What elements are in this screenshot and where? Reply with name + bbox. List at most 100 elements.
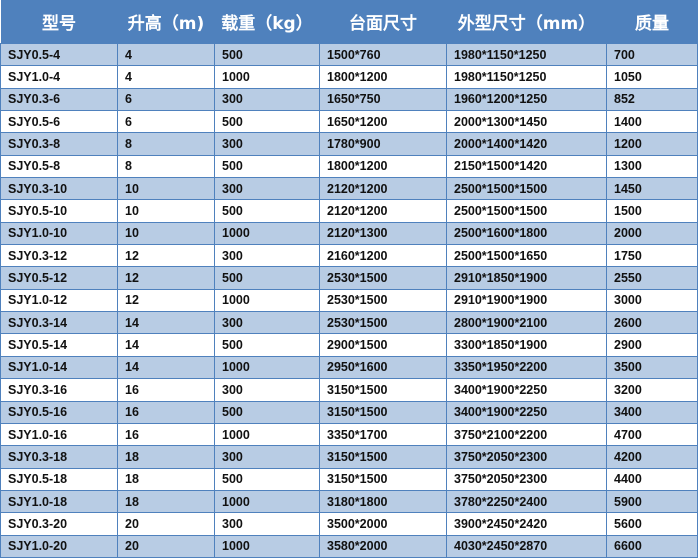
cell-model: SJY0.5-14 [0, 333, 118, 357]
cell-load: 300 [214, 177, 320, 201]
cell-overall-size: 1960*1200*1250 [446, 87, 607, 112]
cell-overall-size: 2500*1500*1650 [446, 244, 607, 268]
cell-model: SJY0.3-6 [0, 87, 118, 112]
header-platform-size: 台面尺寸 [319, 0, 447, 44]
cell-platform-size: 2900*1500 [319, 333, 447, 357]
cell-weight: 5600 [606, 512, 698, 536]
cell-platform-size: 2950*1600 [319, 355, 447, 380]
cell-lift-height: 14 [117, 311, 215, 335]
cell-load: 500 [214, 199, 320, 223]
cell-model: SJY0.3-8 [0, 132, 118, 156]
cell-lift-height: 4 [117, 42, 215, 67]
cell-load: 1000 [214, 355, 320, 380]
cell-weight: 1450 [606, 177, 698, 201]
cell-platform-size: 2120*1200 [319, 199, 447, 223]
cell-overall-size: 4030*2450*2870 [446, 534, 607, 558]
table-row: SJY1.0-18 18 1000 3180*1800 3780*2250*2400 59… [0, 489, 698, 514]
table-row: SJY0.5-14 14 500 2900*1500 3300*1850*1900 290… [0, 333, 698, 357]
cell-platform-size: 2530*1500 [319, 311, 447, 335]
cell-load: 500 [214, 467, 320, 491]
cell-weight: 5900 [606, 489, 698, 514]
cell-overall-size: 1980*1150*1250 [446, 42, 607, 67]
cell-load: 300 [214, 244, 320, 268]
table-row: SJY0.3-16 16 300 3150*1500 3400*1900*2250 320… [0, 378, 698, 402]
cell-platform-size: 3500*2000 [319, 512, 447, 536]
table-row: SJY1.0-10 10 1000 2120*1300 2500*1600*1800 20… [0, 221, 698, 246]
cell-platform-size: 1800*1200 [319, 154, 447, 179]
cell-overall-size: 1980*1150*1250 [446, 65, 607, 89]
cell-weight: 1750 [606, 244, 698, 268]
cell-lift-height: 16 [117, 422, 215, 447]
cell-weight: 3000 [606, 288, 698, 313]
cell-load: 300 [214, 445, 320, 469]
cell-lift-height: 16 [117, 378, 215, 402]
cell-weight: 4700 [606, 422, 698, 447]
cell-overall-size: 2000*1400*1420 [446, 132, 607, 156]
cell-weight: 1050 [606, 65, 698, 89]
cell-load: 500 [214, 42, 320, 67]
cell-overall-size: 3750*2100*2200 [446, 422, 607, 447]
cell-model: SJY1.0-4 [0, 65, 118, 89]
table-row: SJY0.5-10 10 500 2120*1200 2500*1500*1500 150… [0, 199, 698, 223]
cell-model: SJY0.3-14 [0, 311, 118, 335]
header-weight: 质量 [606, 0, 698, 44]
cell-load: 1000 [214, 489, 320, 514]
cell-model: SJY1.0-10 [0, 221, 118, 246]
cell-overall-size: 3900*2450*2420 [446, 512, 607, 536]
header-row: 型号 升高（m) 载重（kg） 台面尺寸 外型尺寸（mm） 质量 [0, 0, 698, 44]
cell-lift-height: 6 [117, 110, 215, 134]
cell-weight: 2000 [606, 221, 698, 246]
table-row: SJY0.5-12 12 500 2530*1500 2910*1850*1900 255… [0, 266, 698, 290]
cell-load: 500 [214, 110, 320, 134]
cell-platform-size: 3580*2000 [319, 534, 447, 558]
cell-overall-size: 3300*1850*1900 [446, 333, 607, 357]
cell-lift-height: 20 [117, 534, 215, 558]
cell-platform-size: 2530*1500 [319, 288, 447, 313]
cell-overall-size: 3350*1950*2200 [446, 355, 607, 380]
cell-load: 500 [214, 154, 320, 179]
table-row: SJY0.3-18 18 300 3150*1500 3750*2050*2300 420… [0, 445, 698, 469]
cell-load: 1000 [214, 288, 320, 313]
cell-lift-height: 6 [117, 87, 215, 112]
cell-weight: 4200 [606, 445, 698, 469]
table-row: SJY0.3-14 14 300 2530*1500 2800*1900*2100 260… [0, 311, 698, 335]
cell-lift-height: 10 [117, 221, 215, 246]
cell-weight: 700 [606, 42, 698, 67]
cell-load: 500 [214, 333, 320, 357]
cell-lift-height: 12 [117, 288, 215, 313]
table-row: SJY1.0-12 12 1000 2530*1500 2910*1900*1900 30… [0, 288, 698, 313]
cell-platform-size: 3150*1500 [319, 400, 447, 424]
header-overall-size: 外型尺寸（mm） [446, 0, 607, 44]
cell-lift-height: 14 [117, 355, 215, 380]
cell-lift-height: 10 [117, 177, 215, 201]
cell-weight: 3200 [606, 378, 698, 402]
cell-platform-size: 1500*760 [319, 42, 447, 67]
cell-overall-size: 2500*1500*1500 [446, 177, 607, 201]
cell-lift-height: 18 [117, 489, 215, 514]
cell-overall-size: 3400*1900*2250 [446, 378, 607, 402]
cell-weight: 1400 [606, 110, 698, 134]
cell-load: 1000 [214, 422, 320, 447]
cell-lift-height: 4 [117, 65, 215, 89]
cell-overall-size: 2800*1900*2100 [446, 311, 607, 335]
table-row: SJY1.0-14 14 1000 2950*1600 3350*1950*2200 35… [0, 355, 698, 380]
cell-load: 1000 [214, 534, 320, 558]
cell-load: 300 [214, 311, 320, 335]
header-lift-height: 升高（m) [117, 0, 215, 44]
cell-load: 500 [214, 400, 320, 424]
cell-load: 1000 [214, 65, 320, 89]
cell-overall-size: 2150*1500*1420 [446, 154, 607, 179]
cell-overall-size: 2000*1300*1450 [446, 110, 607, 134]
cell-platform-size: 3150*1500 [319, 467, 447, 491]
table-row: SJY0.5-18 18 500 3150*1500 3750*2050*2300 440… [0, 467, 698, 491]
cell-overall-size: 3750*2050*2300 [446, 445, 607, 469]
cell-model: SJY0.3-12 [0, 244, 118, 268]
cell-model: SJY0.5-18 [0, 467, 118, 491]
cell-weight: 2900 [606, 333, 698, 357]
table-row: SJY0.3-12 12 300 2160*1200 2500*1500*1650 175… [0, 244, 698, 268]
cell-model: SJY1.0-18 [0, 489, 118, 514]
cell-overall-size: 2910*1850*1900 [446, 266, 607, 290]
cell-load: 300 [214, 87, 320, 112]
cell-overall-size: 2500*1600*1800 [446, 221, 607, 246]
cell-platform-size: 2160*1200 [319, 244, 447, 268]
